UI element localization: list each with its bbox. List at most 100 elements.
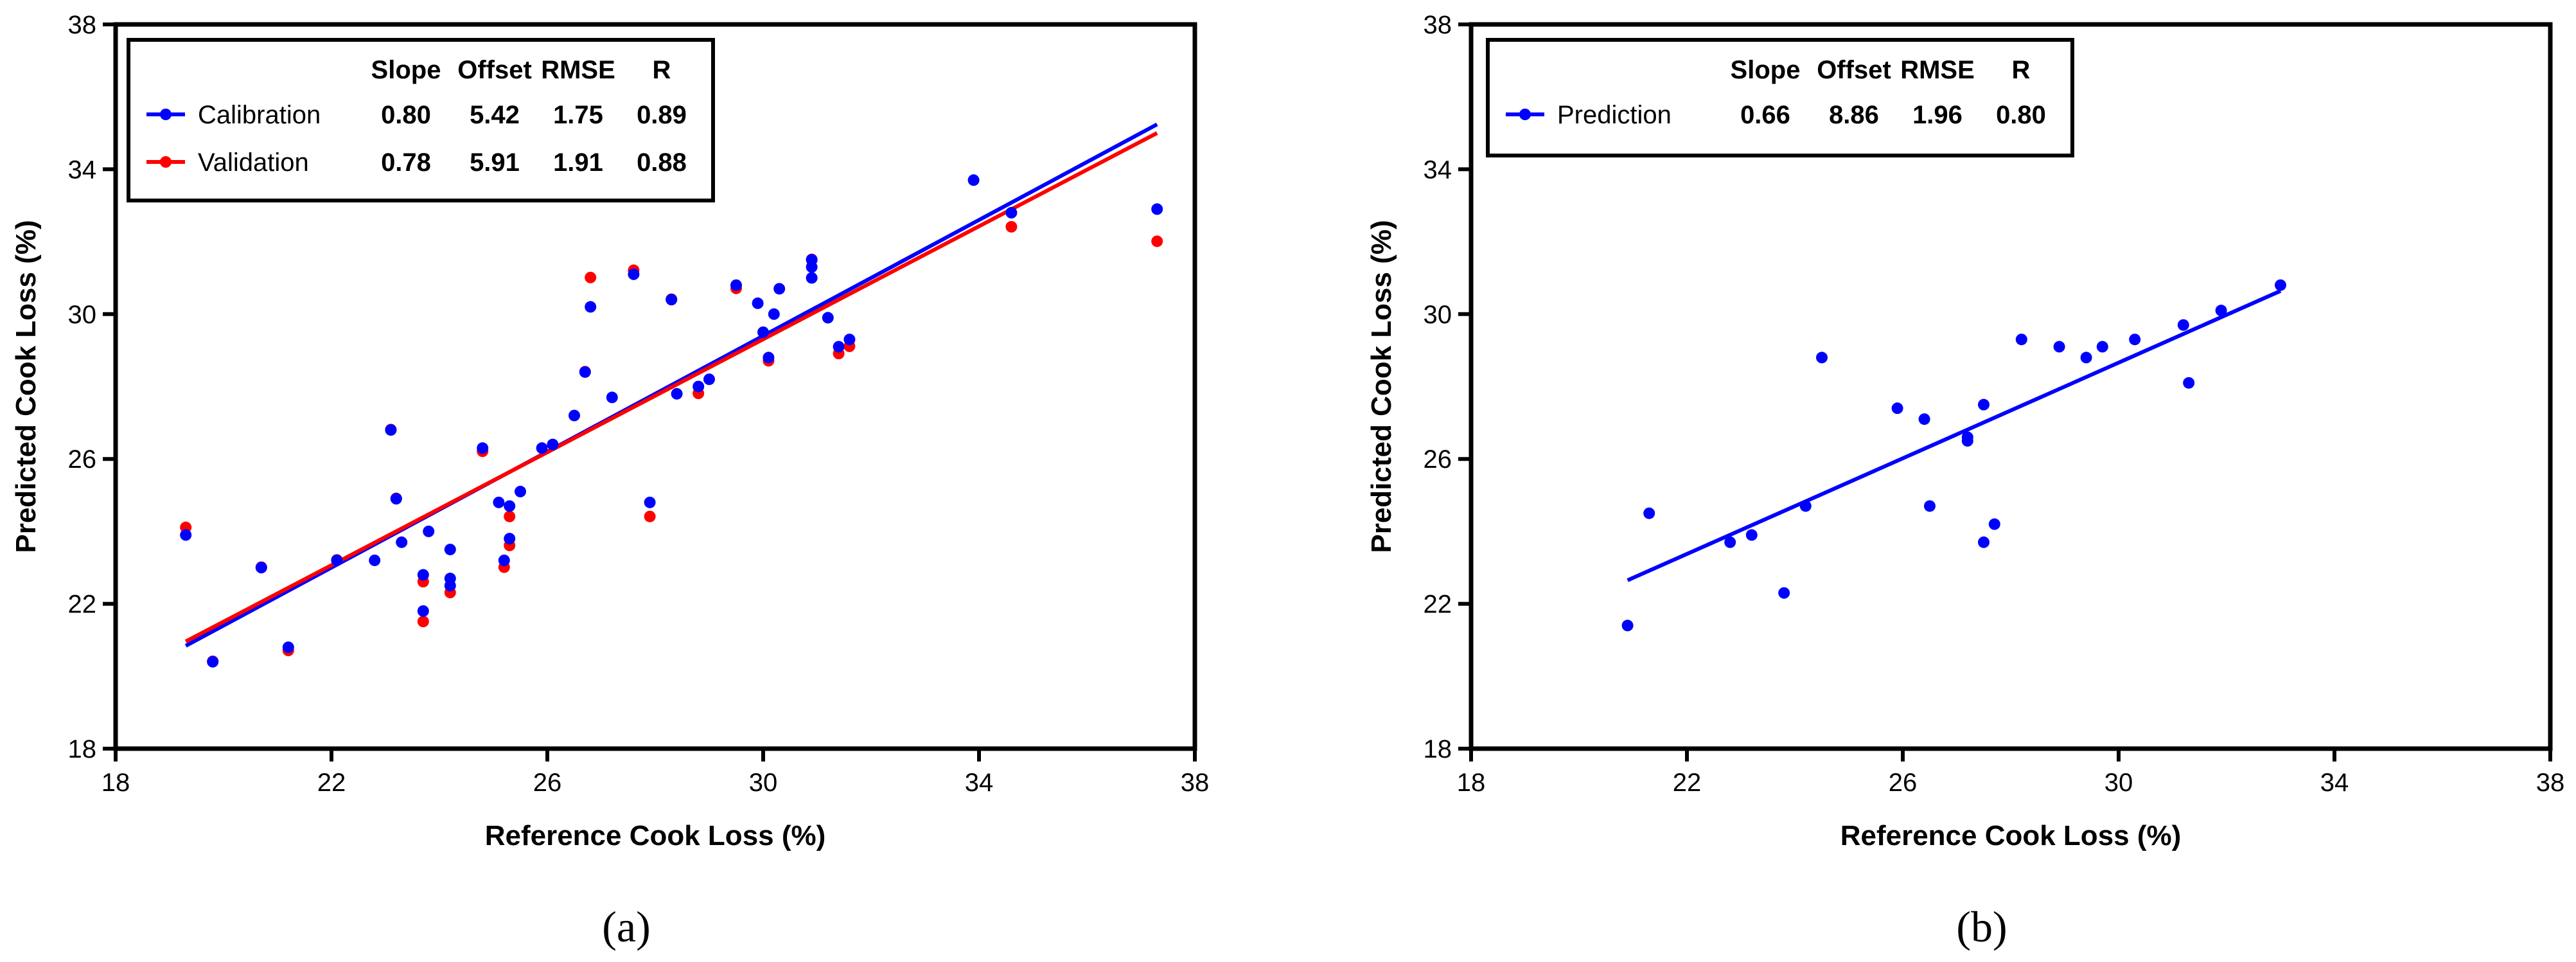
- data-point-calibration: [693, 380, 705, 393]
- y-tick-label: 34: [68, 156, 97, 184]
- data-point-calibration: [644, 496, 656, 508]
- x-tick-label: 22: [1673, 769, 1702, 797]
- y-tick-label: 34: [1424, 156, 1452, 184]
- data-point-prediction: [2015, 334, 2027, 346]
- data-point-validation: [585, 271, 597, 283]
- data-point-prediction: [1924, 500, 1936, 512]
- data-point-calibration: [536, 442, 548, 454]
- x-tick-label: 34: [965, 769, 994, 797]
- legend-swatch-marker: [160, 109, 172, 120]
- data-point-calibration: [504, 500, 516, 512]
- y-tick-label: 38: [1424, 11, 1452, 39]
- legend-header: RMSE: [541, 56, 615, 84]
- legend-stat-value: 1.91: [553, 148, 603, 177]
- data-point-calibration: [180, 529, 192, 541]
- data-point-prediction: [2275, 279, 2286, 291]
- y-tick-label: 26: [68, 445, 97, 474]
- legend-stat-value: 5.42: [470, 101, 520, 129]
- data-point-calibration: [417, 605, 429, 617]
- data-point-calibration: [752, 297, 764, 309]
- fit-line-prediction: [1627, 289, 2282, 582]
- data-point-calibration: [493, 496, 505, 508]
- data-point-calibration: [579, 366, 591, 378]
- data-point-calibration: [417, 569, 429, 581]
- y-tick-label: 26: [1424, 445, 1452, 474]
- data-point-validation: [504, 510, 516, 522]
- legend-stat-value: 0.80: [381, 101, 431, 129]
- data-point-calibration: [444, 573, 456, 585]
- legend-stat-value: 5.91: [470, 148, 520, 177]
- data-point-calibration: [504, 533, 516, 545]
- data-point-prediction: [1891, 402, 1903, 414]
- data-point-calibration: [967, 174, 980, 186]
- legend-header: R: [2012, 56, 2031, 84]
- data-point-calibration: [477, 442, 489, 454]
- data-point-prediction: [2215, 305, 2227, 317]
- data-point-calibration: [703, 373, 715, 386]
- data-point-prediction: [1918, 413, 1930, 425]
- x-tick-label: 38: [2536, 769, 2565, 797]
- fit-line-validation: [184, 131, 1158, 643]
- data-point-prediction: [1978, 536, 1989, 548]
- data-point-prediction: [2080, 352, 2092, 364]
- data-point-prediction: [1643, 507, 1655, 519]
- legend-series-name: Validation: [198, 148, 309, 177]
- legend-stat-value: 0.88: [637, 148, 687, 177]
- x-tick-label: 34: [2320, 769, 2349, 797]
- data-point-calibration: [585, 301, 597, 313]
- data-point-calibration: [806, 272, 818, 284]
- data-point-prediction: [1745, 529, 1758, 541]
- x-axis-title: Reference Cook Loss (%): [1840, 820, 2182, 851]
- x-tick-label: 38: [1181, 769, 1210, 797]
- data-point-prediction: [1778, 587, 1790, 599]
- data-point-calibration: [628, 268, 640, 280]
- legend-box: [1486, 38, 2074, 157]
- y-tick-label: 22: [68, 591, 97, 619]
- legend-header: Slope: [371, 56, 441, 84]
- data-point-calibration: [757, 326, 769, 338]
- data-point-calibration: [806, 254, 818, 266]
- data-point-prediction: [2096, 341, 2108, 353]
- data-point-calibration: [207, 655, 219, 668]
- data-point-calibration: [1005, 207, 1018, 219]
- data-point-calibration: [763, 352, 775, 364]
- legend-box: [127, 38, 715, 202]
- plot-frame: [1469, 22, 2553, 751]
- data-point-calibration: [666, 294, 678, 306]
- data-point-prediction: [1799, 500, 1812, 512]
- data-point-calibration: [444, 544, 456, 556]
- plot-frame: [113, 22, 1197, 751]
- y-tick-label: 30: [68, 301, 97, 329]
- legend-stat-value: 1.96: [1912, 101, 1963, 129]
- data-point-prediction: [2053, 341, 2065, 353]
- panel-label: (a): [602, 902, 650, 951]
- x-tick-label: 18: [1457, 769, 1486, 797]
- data-point-calibration: [768, 308, 780, 320]
- legend-stat-value: 0.89: [637, 101, 687, 129]
- legend-swatch-marker: [160, 156, 172, 168]
- data-point-calibration: [773, 283, 786, 295]
- data-point-prediction: [2129, 334, 2141, 346]
- data-point-validation: [644, 510, 656, 522]
- legend-header: R: [653, 56, 671, 84]
- data-point-calibration: [843, 334, 856, 346]
- legend-series-name: Prediction: [1557, 101, 1672, 129]
- data-point-prediction: [1978, 398, 1989, 411]
- legend-stat-value: 0.78: [381, 148, 431, 177]
- x-tick-label: 18: [101, 769, 130, 797]
- x-tick-label: 22: [317, 769, 346, 797]
- x-tick-label: 30: [749, 769, 778, 797]
- legend-header: Offset: [1817, 56, 1891, 84]
- data-point-calibration: [515, 485, 526, 497]
- y-axis-title: Predicted Cook Loss (%): [10, 220, 42, 553]
- y-tick-label: 30: [1424, 301, 1452, 329]
- chart-panel-b: 18 22 26 30 34 38 18 22 26 30 34 38 Reference Cook L…: [1366, 11, 2564, 951]
- y-tick-label: 18: [1424, 735, 1452, 763]
- legend-series-name: Calibration: [198, 101, 321, 129]
- legend-header: Slope: [1731, 56, 1801, 84]
- panel-label: (b): [1956, 902, 2007, 951]
- data-point-validation: [1005, 220, 1018, 233]
- data-point-calibration: [822, 312, 834, 324]
- data-point-calibration: [569, 409, 580, 422]
